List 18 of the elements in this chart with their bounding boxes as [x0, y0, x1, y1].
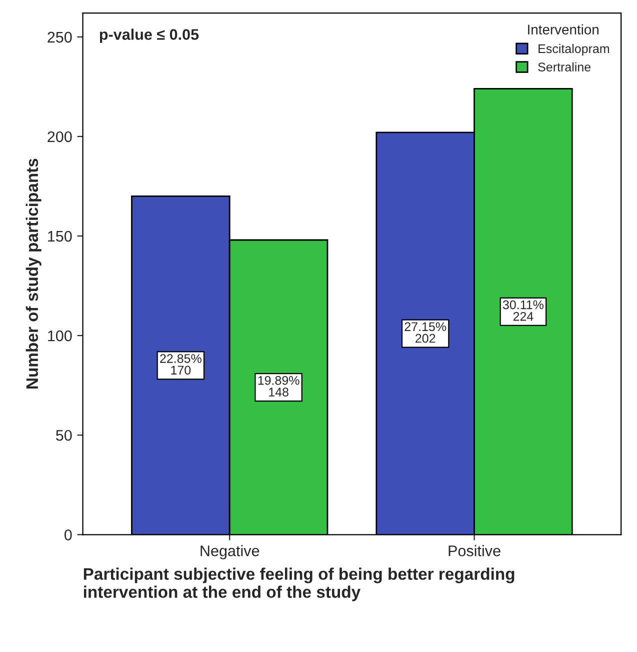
y-tick-label: 100: [48, 330, 72, 342]
legend-title: Intervention: [528, 24, 598, 34]
data-label: 30.11% 224: [502, 300, 544, 321]
legend-label: Escitalopram: [538, 44, 610, 56]
data-label: 27.15% 202: [404, 322, 446, 343]
y-tick-label: 50: [56, 430, 72, 441]
y-tick-label: 0: [64, 530, 72, 540]
annotation: p-value ≤ 0.05: [100, 28, 199, 43]
x-tick-label: Positive: [448, 545, 500, 556]
x-tick-label: Negative: [200, 545, 260, 560]
data-label: 22.85% 170: [160, 354, 202, 375]
data-label: 19.89% 148: [258, 376, 300, 396]
x-axis-title: Participant subjective feeling of being better regarding intervention at the end of the study: [84, 568, 514, 602]
y-tick-label: 150: [48, 230, 72, 242]
y-tick-label: 250: [48, 32, 72, 43]
y-tick-label: 200: [48, 131, 72, 142]
legend-label: Sertraline: [538, 62, 591, 72]
y-axis-title: Number of study participants: [26, 158, 42, 388]
